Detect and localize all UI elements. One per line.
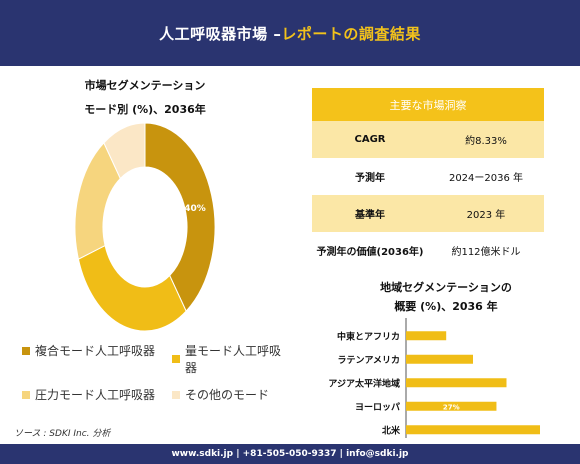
donut-slice bbox=[144, 122, 216, 313]
bar-title-line2: 概要 (%)、2036 年 bbox=[394, 300, 498, 313]
bar bbox=[406, 401, 497, 411]
donut-chart: 40% bbox=[74, 122, 216, 332]
bar bbox=[406, 354, 473, 364]
panel-row-value: 約112億米ドル bbox=[451, 247, 521, 258]
legend-swatch bbox=[22, 346, 30, 355]
donut-data-label: 40% bbox=[184, 204, 206, 214]
footer: www.sdki.jp | +81-505-050-9337 | info@sd… bbox=[0, 444, 580, 464]
donut-chart-title: 市場セグメンテーション モード別 (%)、2036年 bbox=[40, 74, 250, 122]
legend-label: 量モード人工呼吸器 bbox=[184, 344, 281, 375]
header-title-main: 人工呼吸器市場 – bbox=[159, 24, 282, 43]
panel-row-forecast-value: 予測年の価値(2036年) 約112億米ドル bbox=[312, 232, 544, 269]
panel-title: 主要な市場洞察 bbox=[312, 88, 544, 121]
donut-slice bbox=[103, 122, 146, 180]
donut-title-line2: モード別 (%)、2036年 bbox=[84, 103, 206, 116]
legend-swatch bbox=[22, 390, 30, 399]
report-header: 人工呼吸器市場 –レポートの調査結果 bbox=[0, 0, 580, 66]
panel-row-label: CAGR bbox=[354, 134, 386, 145]
bar-data-label: 27% bbox=[443, 403, 460, 411]
bar-category-label: ヨーロッパ bbox=[355, 401, 400, 413]
legend-item-combined-mode: 複合モード人工呼吸器 bbox=[22, 342, 155, 359]
footer-contact: www.sdki.jp | +81-505-050-9337 | info@sd… bbox=[171, 449, 409, 459]
panel-row-value: 2024ー2036 年 bbox=[448, 173, 524, 184]
bar bbox=[406, 331, 447, 341]
panel-row-base-year: 基準年 2023 年 bbox=[312, 195, 544, 232]
legend-item-pressure-mode: 圧力モード人工呼吸器 bbox=[22, 386, 155, 403]
panel-row-forecast-period: 予測年 2024ー2036 年 bbox=[312, 158, 544, 195]
header-title: 人工呼吸器市場 –レポートの調査結果 bbox=[159, 23, 421, 44]
legend-item-other-mode: その他のモード bbox=[172, 386, 269, 403]
legend-label: 複合モード人工呼吸器 bbox=[35, 344, 156, 358]
donut-title-line1: 市場セグメンテーション bbox=[84, 79, 206, 92]
legend-swatch bbox=[172, 355, 180, 363]
panel-row-value: 約8.33% bbox=[465, 136, 507, 147]
market-insights-panel: 主要な市場洞察 CAGR 約8.33% 予測年 2024ー2036 年 基準年 … bbox=[312, 88, 544, 269]
panel-row-cagr: CAGR 約8.33% bbox=[312, 121, 544, 158]
legend-swatch bbox=[172, 390, 180, 399]
panel-row-label: 予測年の価値(2036年) bbox=[316, 247, 424, 258]
header-title-accent: レポートの調査結果 bbox=[281, 24, 421, 43]
bar-category-label: 北米 bbox=[382, 424, 401, 436]
legend-item-volume-mode: 量モード人工呼吸器 bbox=[172, 342, 292, 376]
bar-category-label: ラテンアメリカ bbox=[337, 355, 400, 366]
legend-label: その他のモード bbox=[185, 388, 270, 402]
bar-category-label: 中東とアフリカ bbox=[337, 330, 400, 342]
bar-category-label: アジア太平洋地域 bbox=[328, 377, 400, 389]
bar-title-line1: 地域セグメンテーションの bbox=[380, 281, 512, 294]
bar bbox=[406, 378, 507, 388]
panel-row-value: 2023 年 bbox=[466, 210, 506, 221]
bar bbox=[406, 425, 540, 435]
donut-slice bbox=[77, 244, 187, 332]
source-note: ソース : SDKI Inc. 分析 bbox=[14, 429, 111, 439]
panel-row-label: 基準年 bbox=[355, 210, 385, 221]
bar-chart-title: 地域セグメンテーションの 概要 (%)、2036 年 bbox=[346, 278, 546, 316]
legend-label: 圧力モード人工呼吸器 bbox=[35, 388, 156, 402]
panel-row-label: 予測年 bbox=[355, 173, 385, 184]
